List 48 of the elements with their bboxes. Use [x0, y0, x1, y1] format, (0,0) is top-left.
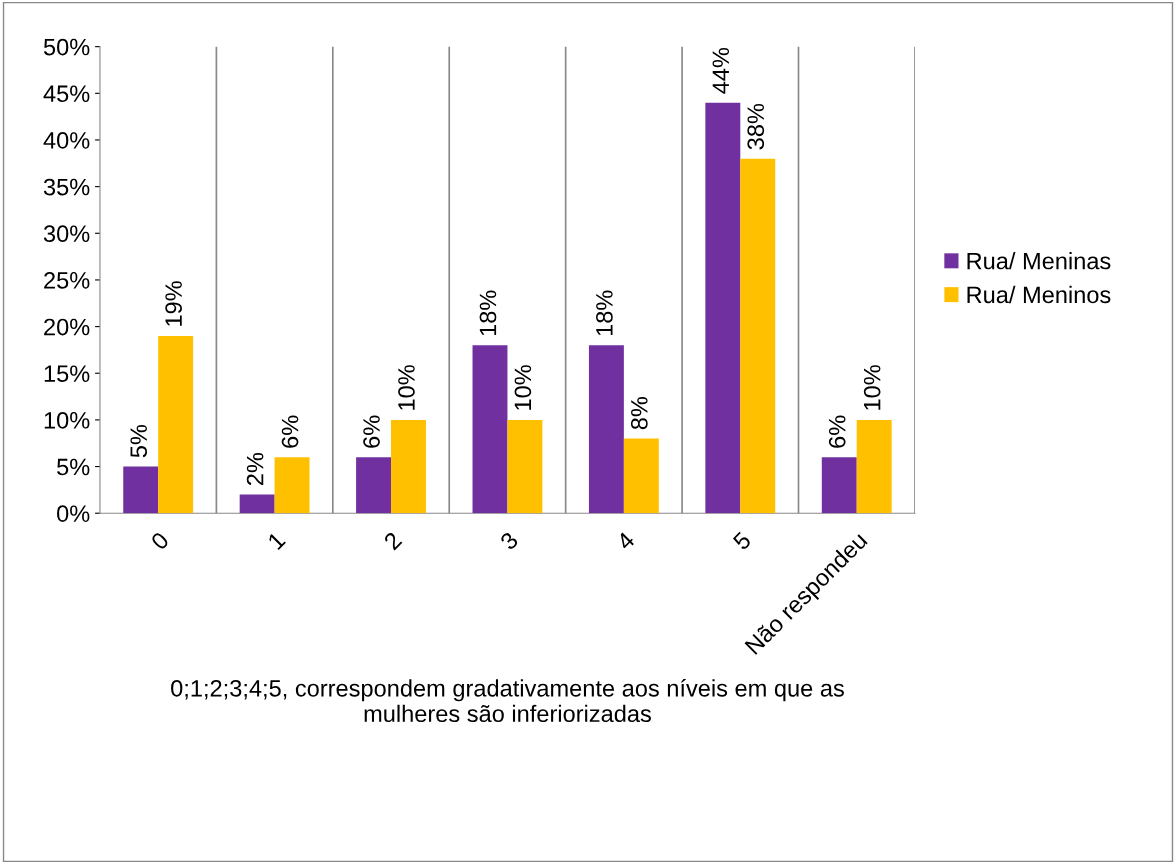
bar — [588, 345, 624, 514]
bar — [705, 102, 741, 514]
bar — [623, 438, 659, 514]
data-label: 19% — [165, 281, 182, 326]
bar — [274, 457, 310, 514]
y-tick-label: 20% — [44, 318, 90, 336]
data-label: 6% — [363, 415, 380, 448]
data-label: 10% — [863, 365, 881, 410]
x-tick-label: 2 — [383, 531, 403, 551]
legend-label: Rua/ Meninas — [967, 252, 1111, 270]
y-tick-label: 10% — [44, 411, 90, 429]
bar — [239, 494, 275, 514]
x-tick-label: 0 — [149, 530, 170, 551]
x-axis-title: 0;1;2;3;4;5, correspondem gradativamente aos níveis em que as mulheres são inferiorizadas — [171, 679, 844, 723]
y-tick-label: 30% — [43, 225, 90, 243]
data-label: 10% — [398, 365, 415, 410]
data-label: 18% — [479, 290, 497, 336]
bar — [472, 345, 508, 514]
data-label: 2% — [246, 452, 264, 486]
legend-label: Rua/ Meninos — [967, 285, 1111, 304]
bar — [507, 419, 543, 514]
data-label: 44% — [712, 47, 730, 94]
y-tick-label: 50% — [43, 38, 90, 56]
x-tick-label: 3 — [499, 531, 519, 551]
data-label: 10% — [514, 365, 532, 410]
data-label: 18% — [596, 290, 613, 336]
x-tick-label: 4 — [615, 530, 636, 551]
y-tick-label: 25% — [44, 272, 90, 289]
data-label: 6% — [828, 415, 846, 448]
bar — [356, 457, 392, 514]
y-tick-label: 5% — [57, 458, 90, 476]
x-tick-label: 1 — [267, 531, 286, 550]
y-tick-label: 0% — [57, 505, 90, 522]
data-label: 38% — [747, 103, 765, 150]
y-tick-label: 40% — [43, 132, 90, 149]
bar — [158, 335, 194, 514]
data-label: 6% — [281, 415, 299, 448]
data-label: 5% — [130, 424, 148, 458]
bar — [123, 466, 159, 514]
y-tick-label: 35% — [43, 178, 90, 196]
bar — [821, 457, 857, 514]
y-tick-label: 45% — [43, 85, 90, 103]
bar — [740, 158, 776, 514]
bar — [391, 419, 426, 514]
bar — [856, 419, 892, 514]
data-label: 8% — [630, 396, 648, 430]
y-tick-label: 15% — [44, 365, 90, 383]
x-tick-label: 5 — [732, 531, 752, 551]
